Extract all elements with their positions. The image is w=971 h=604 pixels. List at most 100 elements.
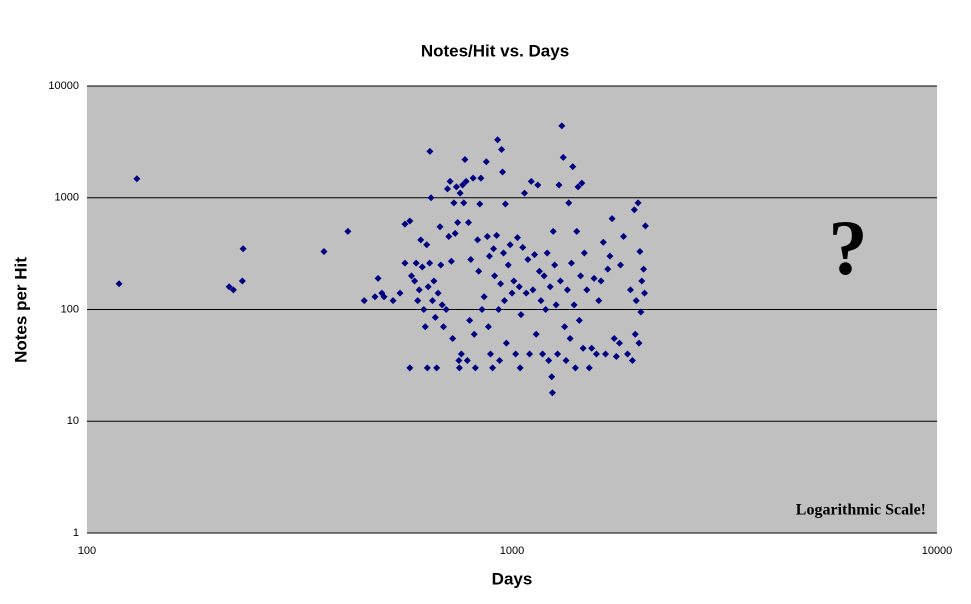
scatter-point [426,147,434,155]
scatter-point [428,297,436,305]
x-axis-label: Days [492,569,533,588]
scatter-point [602,350,610,358]
scatter-point [588,344,596,352]
scatter-point [423,241,431,249]
scatter-point [469,174,477,182]
scatter-point [238,277,246,285]
scatter-point [443,185,451,193]
annotation: Logarithmic Scale! [796,502,926,519]
scatter-point [484,323,492,331]
scatter-point [454,219,462,227]
scatter-point [360,297,368,305]
scatter-point [567,259,575,267]
scatter-point [631,330,639,338]
scatter-point [471,364,479,372]
scatter-point [412,259,420,267]
scatter-point [401,259,409,267]
scatter-point [570,301,578,309]
annotation: ? [829,204,868,291]
scatter-point [496,356,504,364]
scatter-point [577,272,585,280]
scatter-point [426,259,434,267]
scatter-point [320,248,328,256]
scatter-point [493,231,501,239]
scatter-point [526,350,534,358]
scatter-point [418,263,426,271]
scatter-point [632,297,640,305]
scatter-point [474,236,482,244]
scatter-point [513,234,521,242]
scatter-point [549,227,557,235]
scatter-point [486,350,494,358]
scatter-point [389,297,397,305]
y-tick-label: 1000 [55,192,79,204]
scatter-point [452,183,460,191]
scatter-point [612,352,620,360]
scatter-point [578,179,586,187]
scatter-point [590,274,598,282]
scatter-point [636,248,644,256]
scatter-point [555,181,563,189]
scatter-point [500,297,508,305]
scatter-point [499,168,507,176]
scatter-point [494,136,502,144]
scatter-point [535,267,543,275]
scatter-point [406,217,414,225]
scatter-point [225,283,233,291]
scatter-point [380,293,388,301]
y-tick-label: 1 [73,527,79,539]
scatter-point [457,350,465,358]
scatter-point [436,223,444,231]
scatter-point [558,122,566,130]
scatter-point [447,257,455,265]
scatter-point [626,286,634,294]
scatter-point [497,280,505,288]
scatter-point [407,272,415,280]
scatter-point [461,155,469,163]
scatter-point [592,350,600,358]
scatter-point [485,252,493,260]
scatter-point [477,174,485,182]
scatter-point [483,233,491,241]
scatter-point [459,181,467,189]
scatter-point [515,283,523,291]
scatter-point [604,265,612,273]
scatter-point [344,227,352,235]
x-tick-label: 100 [78,545,96,557]
scatter-point [495,306,503,313]
scatter-point [635,339,643,347]
scatter-point [524,256,532,264]
scatter-point [229,286,237,294]
scatter-point [552,301,560,309]
scatter-point [420,306,428,313]
scatter-point [508,289,516,297]
scatter-point [532,330,540,338]
scatter-point [595,297,603,305]
scatter-point [476,200,484,208]
scatter-point [396,289,404,297]
scatter-point [615,339,623,347]
scatter-point [462,177,470,185]
scatter-point [490,245,498,253]
scatter-point [506,241,514,249]
scatter-point [423,364,431,372]
scatter-point [597,277,605,285]
x-tick-label: 1000 [500,545,524,557]
scatter-point [554,350,562,358]
scatter-point [414,297,422,305]
scatter-point [638,277,646,285]
scatter-point [574,183,582,191]
scatter-point [445,233,453,241]
scatter-point [585,364,593,372]
scatter-point [133,175,141,183]
scatter-point [540,272,548,280]
scatter-point [456,189,464,197]
scatter-point [565,199,573,207]
scatter-point [543,249,551,257]
x-tick-label: 10000 [922,545,953,557]
scatter-point [449,335,457,343]
scatter-point [371,293,379,301]
scatter-point [434,289,442,297]
scatter-point [460,199,468,207]
y-tick-label: 10000 [48,80,79,92]
